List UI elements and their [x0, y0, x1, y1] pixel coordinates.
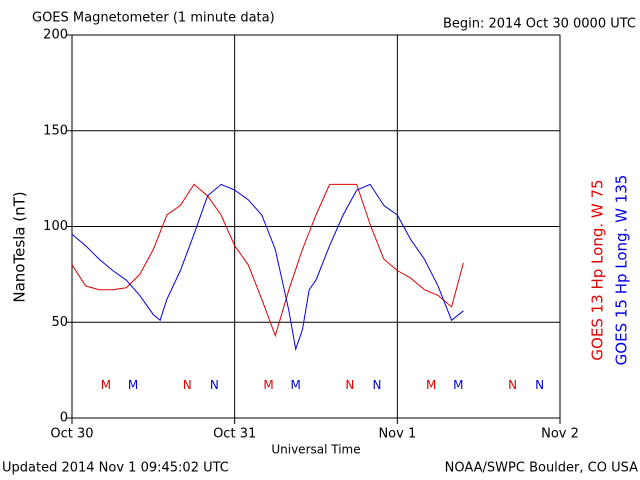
- annotation: M: [101, 378, 111, 392]
- annotation: M: [128, 378, 138, 392]
- y-tick-label: 150: [43, 123, 68, 138]
- annotation: N: [210, 378, 219, 392]
- y-tick-label: 50: [51, 315, 68, 330]
- annotation: N: [345, 378, 354, 392]
- legend-entry: GOES 13 Hp Long. W 75: [589, 179, 607, 360]
- x-tick-label: Nov 2: [541, 427, 579, 442]
- series-line: [71, 183, 464, 352]
- y-tick-label: 200: [43, 28, 68, 43]
- annotation: N: [373, 378, 382, 392]
- y-axis-label: NanoTesla (nT): [11, 191, 29, 302]
- annotation: M: [426, 378, 436, 392]
- x-tick-label: Nov 1: [378, 427, 416, 442]
- annotation: M: [290, 378, 300, 392]
- annotation: N: [183, 378, 192, 392]
- legend-entry: GOES 15 Hp Long. W 135: [613, 175, 631, 366]
- series-line: [71, 183, 464, 338]
- annotation: N: [535, 378, 544, 392]
- chart-title: GOES Magnetometer (1 minute data): [32, 11, 275, 26]
- y-tick-label: 100: [43, 219, 68, 234]
- annotation: N: [508, 378, 517, 392]
- x-tick-label: Oct 31: [213, 427, 256, 442]
- footer-right: NOAA/SWPC Boulder, CO USA: [445, 461, 638, 476]
- x-tick-label: Oct 30: [50, 427, 93, 442]
- annotation: M: [453, 378, 463, 392]
- chart-subtitle: Begin: 2014 Oct 30 0000 UTC: [443, 17, 636, 32]
- x-axis-label: Universal Time: [271, 443, 360, 457]
- y-tick-label: 0: [60, 411, 68, 426]
- annotation: M: [263, 378, 273, 392]
- footer-left: Updated 2014 Nov 1 09:45:02 UTC: [2, 461, 229, 476]
